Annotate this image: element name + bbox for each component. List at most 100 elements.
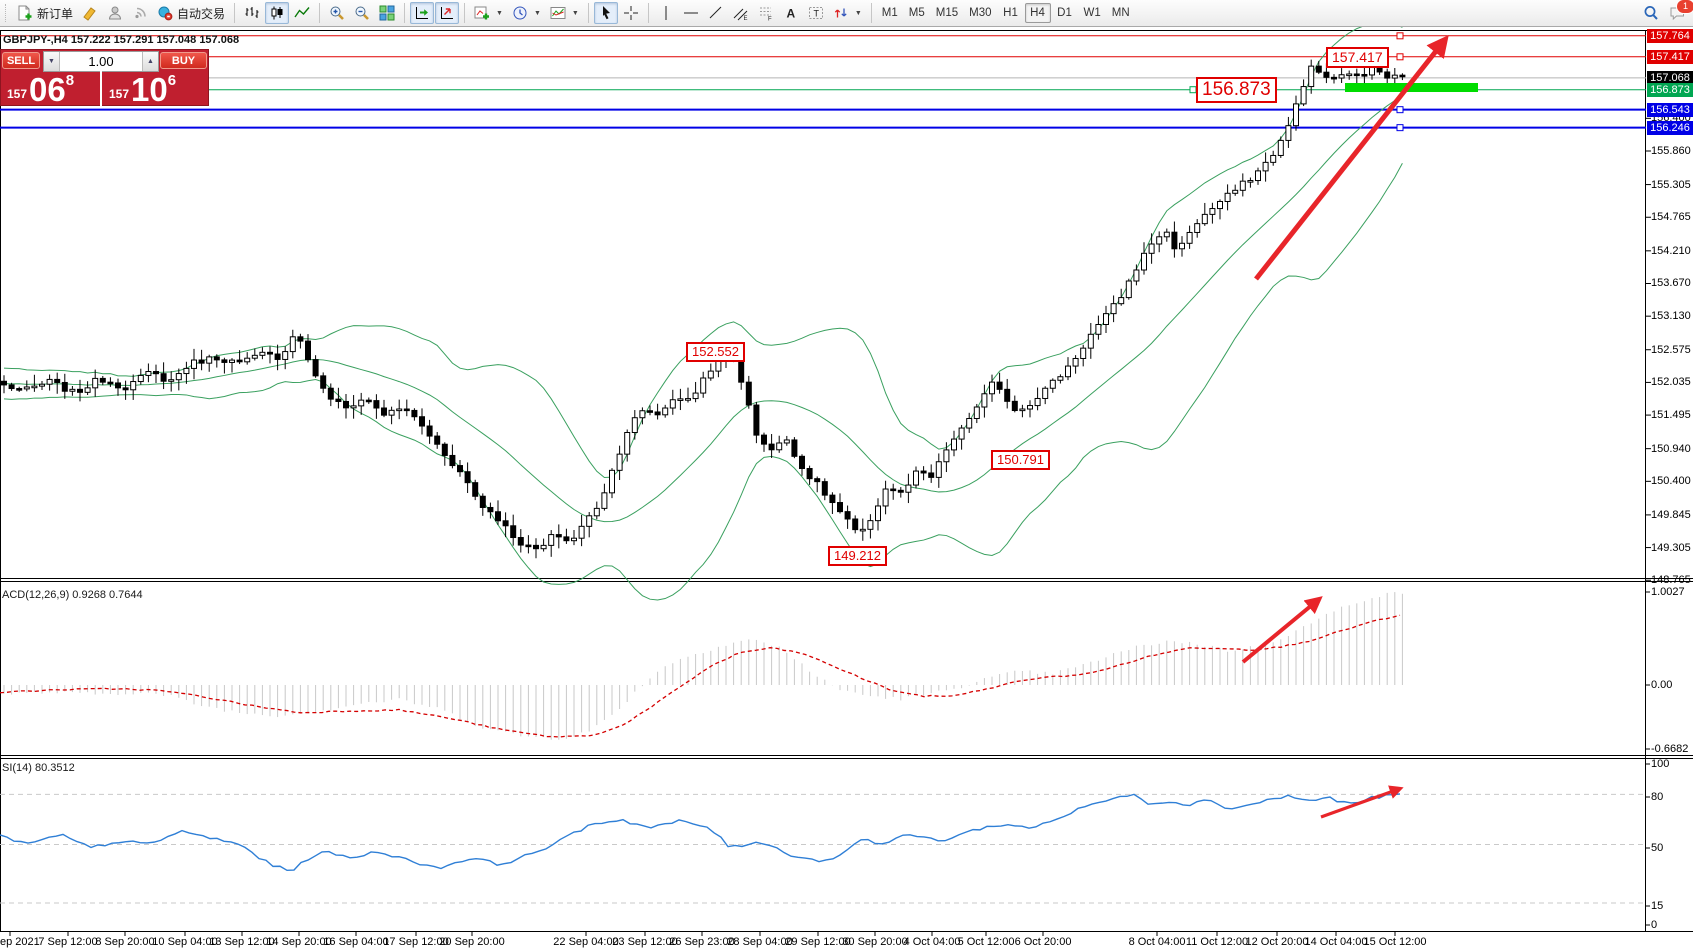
- periods-menu-button[interactable]: ▼: [508, 2, 545, 24]
- price-annotation[interactable]: 149.212: [828, 546, 887, 566]
- buy-price-sup: 6: [167, 72, 177, 89]
- buy-price[interactable]: 157 10 6: [100, 70, 209, 106]
- chart-title: GBPJPY-,H4 157.222 157.291 157.048 157.0…: [3, 34, 240, 46]
- toolbar-separator: [404, 3, 406, 23]
- volume-increase-button[interactable]: ▲: [142, 52, 158, 71]
- buy-price-prefix: 157: [109, 87, 130, 101]
- bar-chart-mode-button[interactable]: [240, 2, 264, 24]
- autotrading-label: 自动交易: [177, 6, 226, 21]
- price-annotation[interactable]: 152.552: [686, 342, 745, 362]
- toolbar-separator: [319, 3, 321, 23]
- sell-price-prefix: 157: [7, 87, 28, 101]
- new-order-icon: [18, 5, 32, 21]
- clock-icon: [513, 6, 527, 20]
- profile-person-icon: [109, 6, 122, 20]
- autotrading-button[interactable]: 自动交易: [153, 2, 229, 24]
- timeframe-w1-button[interactable]: W1: [1079, 3, 1106, 23]
- line-chart-mode-button[interactable]: [290, 2, 314, 24]
- toolbar-separator: [464, 3, 466, 23]
- timeframe-d1-button[interactable]: D1: [1052, 3, 1078, 23]
- signal-icon: [135, 7, 146, 19]
- zoom-out-icon: [355, 6, 369, 20]
- fibonacci-icon: F: [759, 7, 772, 22]
- cursor-tool-button[interactable]: [593, 2, 618, 24]
- svg-text:T: T: [813, 9, 819, 19]
- fibonacci-tool-button[interactable]: F: [754, 2, 778, 24]
- horizontal-line-icon: [683, 12, 698, 14]
- chart-shift-button[interactable]: [435, 2, 460, 24]
- timeframe-h1-button[interactable]: H1: [998, 3, 1024, 23]
- profiles-button[interactable]: [103, 2, 127, 24]
- equidistant-channel-icon: E: [733, 8, 747, 21]
- auto-scroll-button[interactable]: [410, 2, 435, 24]
- search-icon: [1644, 5, 1658, 20]
- arrows-icon: [834, 8, 847, 18]
- arrows-tool-button[interactable]: ▼: [829, 2, 866, 24]
- trend-arrow[interactable]: [1241, 596, 1323, 664]
- buy-button[interactable]: BUY: [160, 52, 207, 69]
- horizontal-line-tool-button[interactable]: [679, 2, 703, 24]
- sell-price-big: 06: [29, 71, 66, 108]
- volume-stepper: ▼ 1.00 ▲: [43, 51, 159, 72]
- equidistant-channel-tool-button[interactable]: E: [729, 2, 753, 24]
- autotrading-icon: [158, 6, 173, 21]
- text-label-tool-button[interactable]: T: [804, 2, 828, 24]
- crosshair-tool-button[interactable]: [619, 2, 643, 24]
- timeframe-m15-button[interactable]: M15: [931, 3, 963, 23]
- signals-button[interactable]: [128, 2, 152, 24]
- caret-down-icon: ▼: [48, 58, 55, 65]
- chevron-down-icon: ▼: [533, 9, 541, 17]
- trendline-tool-button[interactable]: [704, 2, 728, 24]
- bar-chart-icon: [245, 7, 259, 18]
- volume-decrease-button[interactable]: ▼: [44, 52, 60, 71]
- search-button[interactable]: [1639, 2, 1664, 24]
- toolbar-separator: [647, 3, 649, 23]
- timeframe-h4-button[interactable]: H4: [1024, 3, 1051, 23]
- templates-menu-button[interactable]: ▼: [546, 2, 583, 24]
- timeframe-m30-button[interactable]: M30: [964, 3, 996, 23]
- new-order-button[interactable]: 新订单: [12, 2, 77, 24]
- zoom-out-button[interactable]: [350, 2, 374, 24]
- text-icon: A: [786, 7, 795, 21]
- volume-input[interactable]: 1.00: [88, 54, 114, 69]
- price-annotation[interactable]: 150.791: [991, 450, 1050, 470]
- toolbar-separator: [870, 3, 872, 23]
- main-toolbar: 新订单 自动交易 ▼ ▼: [0, 0, 1693, 27]
- line-chart-icon: [294, 7, 310, 18]
- trendline-icon: [709, 6, 722, 19]
- candlestick-mode-button[interactable]: [265, 2, 290, 24]
- template-chart-icon: [550, 7, 566, 19]
- chevron-down-icon: ▼: [496, 9, 503, 17]
- zoom-in-button[interactable]: [325, 2, 349, 24]
- crosshair-icon: [623, 6, 638, 20]
- price-annotation[interactable]: 157.417: [1326, 47, 1389, 68]
- timeframe-mn-button[interactable]: MN: [1107, 3, 1135, 23]
- sell-price[interactable]: 157 06 8: [0, 70, 100, 106]
- tile-windows-button[interactable]: [375, 2, 399, 24]
- vertical-line-icon: [665, 6, 667, 20]
- timeframe-m5-button[interactable]: M5: [904, 3, 930, 23]
- one-click-trading-panel: SELL ▼ 1.00 ▲ BUY 157 06 8 157 10 6: [0, 49, 209, 106]
- notification-badge[interactable]: 1: [1676, 0, 1693, 14]
- auto-scroll-icon: [416, 7, 429, 19]
- trend-arrow[interactable]: [1254, 34, 1449, 281]
- svg-text:E: E: [743, 16, 747, 21]
- price-annotation[interactable]: 156.873: [1196, 77, 1277, 103]
- indicators-menu-button[interactable]: ▼: [470, 2, 507, 24]
- chevron-down-icon: ▼: [854, 9, 862, 17]
- sell-price-sup: 8: [65, 72, 75, 89]
- sell-button[interactable]: SELL: [2, 52, 40, 69]
- indicators-icon: [474, 6, 490, 20]
- chart-styler-button[interactable]: [78, 2, 102, 24]
- vertical-line-tool-button[interactable]: [654, 2, 678, 24]
- text-tool-button[interactable]: A: [779, 2, 803, 24]
- trend-arrow[interactable]: [1320, 785, 1404, 819]
- timeframe-group: M1 M5 M15 M30 H1 H4 D1 W1 MN: [877, 3, 1135, 23]
- cursor-icon: [602, 6, 610, 20]
- timeframe-m1-button[interactable]: M1: [877, 3, 903, 23]
- svg-text:F: F: [768, 17, 772, 22]
- zoom-in-icon: [330, 6, 344, 20]
